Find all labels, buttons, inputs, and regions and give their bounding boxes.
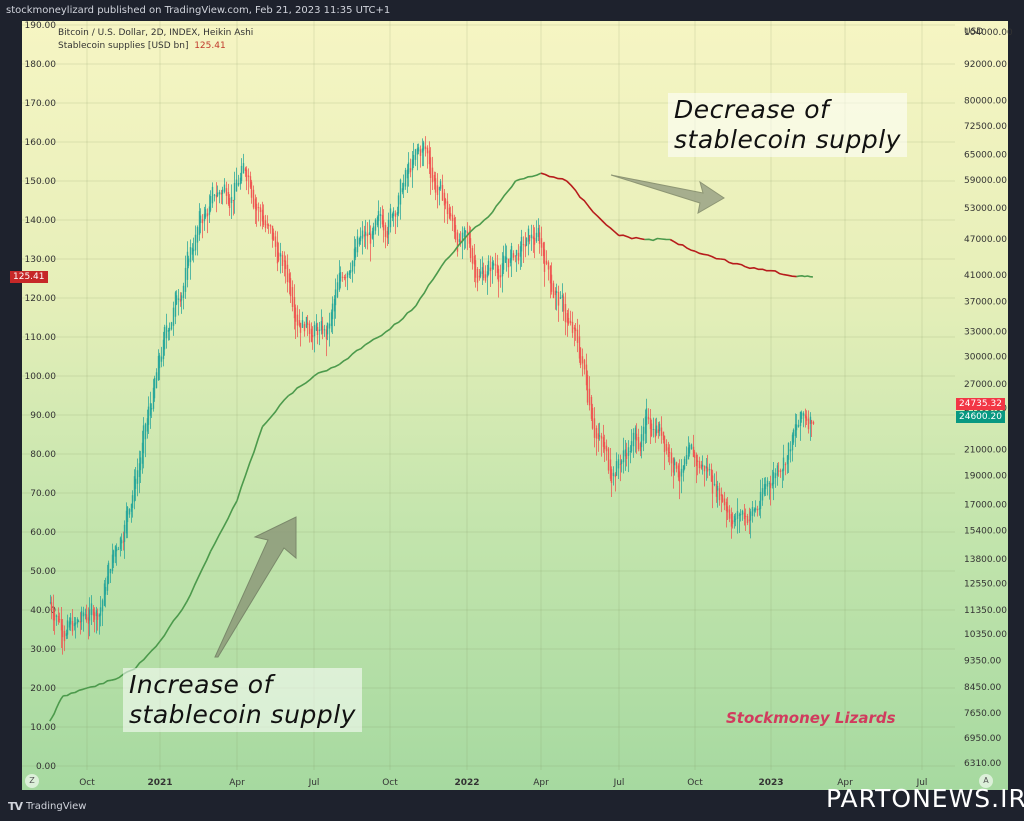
svg-text:37000.00: 37000.00 [964, 298, 1007, 308]
svg-text:6310.00: 6310.00 [964, 759, 1001, 769]
svg-text:30.00: 30.00 [30, 645, 56, 655]
svg-text:USD: USD [964, 27, 983, 37]
annotation-increase: Increase of stablecoin supply [123, 668, 362, 732]
svg-text:19000.00: 19000.00 [964, 472, 1007, 482]
indicator-value: 125.41 [194, 41, 226, 51]
svg-text:7650.00: 7650.00 [964, 709, 1001, 719]
svg-text:Oct: Oct [79, 778, 95, 788]
svg-text:120.00: 120.00 [25, 294, 57, 304]
tradingview-label: TradingView [26, 801, 87, 812]
bottom-bar [0, 790, 1024, 821]
svg-text:Oct: Oct [382, 778, 398, 788]
left-current-value-badge: 125.41 [10, 271, 48, 283]
publisher-line: stockmoneylizard published on TradingVie… [0, 0, 1024, 21]
svg-text:8450.00: 8450.00 [964, 683, 1001, 693]
svg-text:72500.00: 72500.00 [964, 122, 1007, 132]
svg-text:13800.00: 13800.00 [964, 555, 1007, 565]
svg-text:160.00: 160.00 [25, 138, 57, 148]
stablecoin-supply-line [49, 172, 813, 722]
svg-text:12550.00: 12550.00 [964, 580, 1007, 590]
svg-text:100.00: 100.00 [25, 372, 57, 382]
svg-text:Apr: Apr [533, 778, 549, 788]
svg-text:15400.00: 15400.00 [964, 526, 1007, 536]
svg-text:170.00: 170.00 [25, 99, 57, 109]
svg-text:21000.00: 21000.00 [964, 445, 1007, 455]
svg-text:80000.00: 80000.00 [964, 96, 1007, 106]
tradingview-logo[interactable]: TV TradingView [8, 800, 86, 813]
svg-text:9350.00: 9350.00 [964, 657, 1001, 667]
tradingview-logo-icon: TV [8, 800, 23, 813]
left-scale-button[interactable]: Z [25, 774, 39, 788]
annotation-increase-line1: Increase of [129, 670, 273, 699]
brand-watermark: Stockmoney Lizards [726, 709, 896, 727]
left-price-axis[interactable]: 190.00 180.00 170.00 160.00 150.00 140.00 130.… [25, 21, 57, 772]
annotation-decrease: Decrease of stablecoin supply [668, 93, 907, 157]
svg-text:2023: 2023 [758, 778, 783, 788]
svg-text:53000.00: 53000.00 [964, 204, 1007, 214]
site-watermark: PARTONEWS.IR [826, 784, 1024, 813]
svg-text:2021: 2021 [147, 778, 172, 788]
indicator-name: Stablecoin supplies [USD bn] [58, 41, 189, 51]
svg-text:41000.00: 41000.00 [964, 271, 1007, 281]
svg-text:60.00: 60.00 [30, 528, 56, 538]
indicator-line: Stablecoin supplies [USD bn] 125.41 [58, 40, 253, 53]
time-axis[interactable]: Oct 2021 Apr Jul Oct 2022 Apr Jul Oct 2023 Apr Jul [79, 778, 927, 788]
svg-text:150.00: 150.00 [25, 177, 57, 187]
right-last-price-badge: 24735.32 [956, 398, 1005, 410]
symbol-line: Bitcoin / U.S. Dollar, 2D, INDEX, Heikin… [58, 28, 254, 38]
svg-text:33000.00: 33000.00 [964, 327, 1007, 337]
svg-text:47000.00: 47000.00 [964, 235, 1007, 245]
svg-text:Apr: Apr [837, 778, 853, 788]
svg-text:180.00: 180.00 [25, 60, 57, 70]
svg-text:104000.00: 104000.00 [964, 28, 1013, 38]
svg-text:110.00: 110.00 [25, 333, 57, 343]
svg-text:Apr: Apr [229, 778, 245, 788]
svg-text:30000.00: 30000.00 [964, 352, 1007, 362]
annotation-increase-line2: stablecoin supply [129, 700, 356, 729]
svg-text:50.00: 50.00 [30, 567, 56, 577]
svg-text:27000.00: 27000.00 [964, 380, 1007, 390]
arrow-down-right-icon [610, 174, 725, 214]
svg-text:140.00: 140.00 [25, 216, 57, 226]
svg-text:70.00: 70.00 [30, 489, 56, 499]
annotation-decrease-line2: stablecoin supply [674, 125, 901, 154]
arrow-up-icon [214, 516, 297, 658]
svg-text:Oct: Oct [687, 778, 703, 788]
svg-text:Jul: Jul [613, 778, 625, 788]
svg-text:90.00: 90.00 [30, 411, 56, 421]
svg-text:11350.00: 11350.00 [964, 606, 1007, 616]
svg-text:40.00: 40.00 [30, 606, 56, 616]
btc-heikin-ashi-candles [49, 136, 815, 655]
chart-legend: Bitcoin / U.S. Dollar, 2D, INDEX, Heikin… [58, 27, 253, 53]
svg-text:59000.00: 59000.00 [964, 176, 1007, 186]
svg-text:80.00: 80.00 [30, 450, 56, 460]
svg-text:130.00: 130.00 [25, 255, 57, 265]
svg-text:Jul: Jul [308, 778, 320, 788]
svg-text:10.00: 10.00 [30, 723, 56, 733]
svg-text:190.00: 190.00 [25, 21, 57, 31]
right-close-price-badge: 24600.20 [956, 411, 1005, 423]
svg-text:2022: 2022 [454, 778, 479, 788]
svg-text:92000.00: 92000.00 [964, 60, 1007, 70]
svg-text:0.00: 0.00 [36, 762, 56, 772]
svg-text:20.00: 20.00 [30, 684, 56, 694]
auto-scale-button[interactable]: A [979, 774, 993, 788]
annotation-decrease-line1: Decrease of [674, 95, 830, 124]
svg-text:17000.00: 17000.00 [964, 501, 1007, 511]
svg-text:65000.00: 65000.00 [964, 151, 1007, 161]
grid-lines [22, 21, 955, 770]
svg-text:10350.00: 10350.00 [964, 630, 1007, 640]
svg-text:Jul: Jul [916, 778, 928, 788]
svg-text:6950.00: 6950.00 [964, 734, 1001, 744]
